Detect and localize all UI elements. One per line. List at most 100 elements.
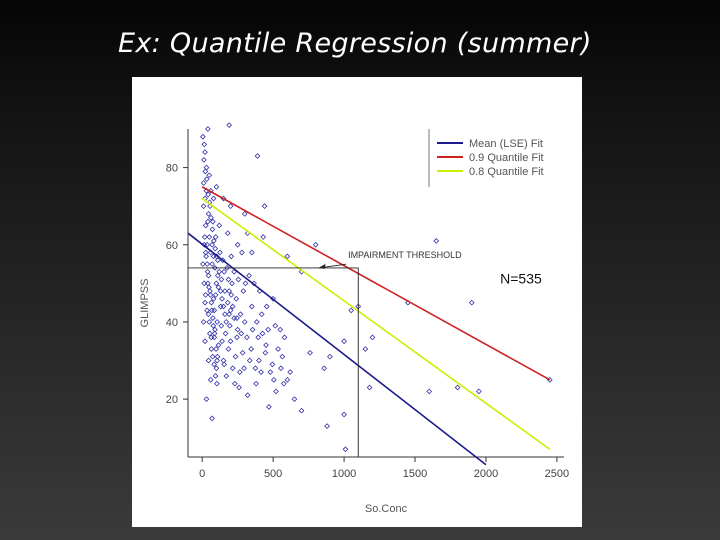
fit-line bbox=[201, 186, 551, 381]
data-point bbox=[214, 353, 221, 360]
data-point bbox=[202, 299, 208, 306]
data-point bbox=[204, 218, 211, 225]
data-point bbox=[254, 153, 261, 159]
data-point bbox=[225, 346, 232, 352]
y-tick-label: 60 bbox=[166, 240, 178, 252]
data-point bbox=[248, 346, 255, 352]
data-point bbox=[228, 292, 235, 298]
data-point bbox=[275, 346, 281, 352]
data-point bbox=[217, 249, 223, 256]
data-point bbox=[307, 349, 313, 356]
data-point bbox=[369, 334, 376, 341]
data-point bbox=[284, 253, 291, 260]
data-point bbox=[204, 268, 211, 275]
data-point bbox=[201, 280, 208, 287]
data-point bbox=[206, 234, 213, 240]
data-point bbox=[426, 388, 433, 395]
data-point bbox=[218, 276, 225, 283]
scatter-chart: 0 500 1000 1500 2000 2500 20 40 60 80 So.Conc GLIMP… bbox=[139, 122, 569, 515]
chart-panel: 0 500 1000 1500 2000 2500 20 40 60 80 So.Conc GLIMP… bbox=[132, 77, 582, 527]
data-point bbox=[234, 326, 241, 333]
data-point bbox=[211, 361, 217, 368]
data-point bbox=[211, 307, 218, 314]
data-point bbox=[220, 357, 227, 364]
data-point bbox=[222, 288, 228, 294]
data-point bbox=[231, 315, 237, 321]
sample-size-label: N=535 bbox=[500, 270, 542, 286]
data-point bbox=[224, 230, 231, 237]
data-point bbox=[263, 342, 269, 348]
fit-line bbox=[201, 197, 551, 450]
data-point bbox=[218, 322, 225, 329]
data-point bbox=[229, 365, 236, 372]
data-point bbox=[212, 245, 219, 252]
data-point bbox=[210, 295, 217, 302]
data-point bbox=[454, 384, 461, 391]
fit-lines bbox=[187, 186, 551, 466]
data-point bbox=[362, 346, 369, 352]
data-point bbox=[236, 369, 243, 375]
data-point bbox=[312, 241, 319, 248]
data-point bbox=[209, 353, 216, 360]
data-point bbox=[252, 365, 259, 372]
data-point bbox=[258, 311, 265, 318]
data-point bbox=[212, 234, 219, 240]
data-point bbox=[205, 211, 212, 217]
data-point bbox=[262, 349, 269, 356]
data-point bbox=[216, 268, 223, 275]
data-point bbox=[260, 234, 267, 240]
data-point bbox=[202, 222, 209, 229]
data-point bbox=[227, 307, 234, 314]
data-point bbox=[221, 268, 228, 275]
data-point bbox=[321, 365, 328, 372]
data-point bbox=[341, 411, 347, 418]
data-point bbox=[211, 330, 218, 337]
data-point bbox=[273, 388, 279, 395]
data-point bbox=[265, 326, 272, 333]
data-point bbox=[244, 392, 251, 399]
data-point bbox=[206, 319, 213, 325]
data-point bbox=[246, 272, 252, 279]
data-point bbox=[205, 191, 212, 198]
data-point bbox=[219, 295, 225, 302]
data-point bbox=[212, 265, 218, 271]
data-point bbox=[206, 330, 213, 337]
data-point bbox=[222, 311, 228, 318]
data-point bbox=[201, 141, 208, 148]
data-point bbox=[222, 330, 229, 337]
data-point bbox=[248, 303, 255, 310]
data-point bbox=[202, 168, 209, 175]
data-point bbox=[229, 303, 236, 310]
data-point bbox=[366, 384, 373, 391]
data-point bbox=[219, 338, 225, 345]
data-point bbox=[202, 149, 208, 156]
data-point bbox=[266, 403, 272, 410]
data-point bbox=[210, 238, 217, 244]
annotations: N=535 bbox=[500, 270, 542, 286]
data-point bbox=[284, 376, 291, 383]
data-point bbox=[235, 276, 242, 283]
data-point bbox=[213, 184, 220, 190]
data-point bbox=[200, 261, 206, 267]
data-point bbox=[277, 326, 284, 333]
data-point bbox=[237, 311, 244, 318]
data-point bbox=[200, 203, 207, 210]
data-point bbox=[213, 365, 220, 372]
axes: 0 500 1000 1500 2000 2500 20 40 60 80 So.Conc GLIMP… bbox=[139, 129, 569, 515]
data-point bbox=[263, 303, 270, 310]
data-point bbox=[202, 292, 209, 298]
data-point bbox=[270, 376, 277, 383]
data-point bbox=[241, 211, 248, 217]
data-point bbox=[214, 319, 220, 325]
data-point bbox=[233, 295, 240, 302]
data-point bbox=[255, 334, 262, 341]
data-point bbox=[232, 353, 239, 360]
data-point bbox=[206, 172, 213, 179]
data-point bbox=[253, 319, 260, 325]
data-point bbox=[267, 369, 274, 375]
data-point bbox=[209, 261, 215, 267]
data-point bbox=[348, 307, 355, 314]
data-point bbox=[280, 380, 287, 387]
data-point bbox=[212, 373, 219, 379]
impairment-threshold: IMPAIRMENT THRESHOLD bbox=[188, 250, 462, 457]
